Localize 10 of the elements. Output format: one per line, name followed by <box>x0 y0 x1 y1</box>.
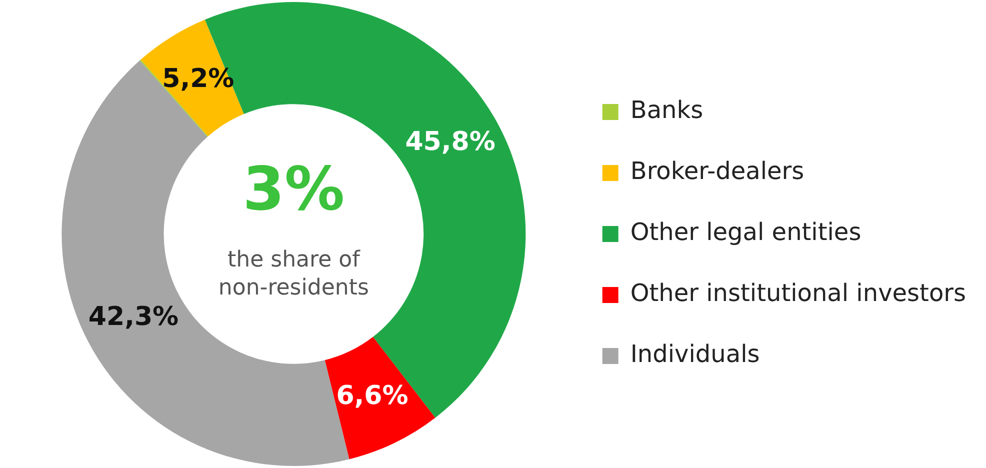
data-label: 42,3% <box>88 302 179 332</box>
legend-label: Individuals <box>630 340 760 368</box>
text: the share of non-residents <box>218 248 369 301</box>
legend-label: Other legal entities <box>630 218 862 246</box>
legend-label: Broker-dealers <box>630 157 804 186</box>
text: 3% <box>242 154 345 225</box>
legend-label: Banks <box>630 96 704 124</box>
data-label: 45,8% <box>405 127 496 158</box>
data-label: 6,6% <box>336 380 408 411</box>
legend-label: Other institutional investors <box>630 279 966 308</box>
